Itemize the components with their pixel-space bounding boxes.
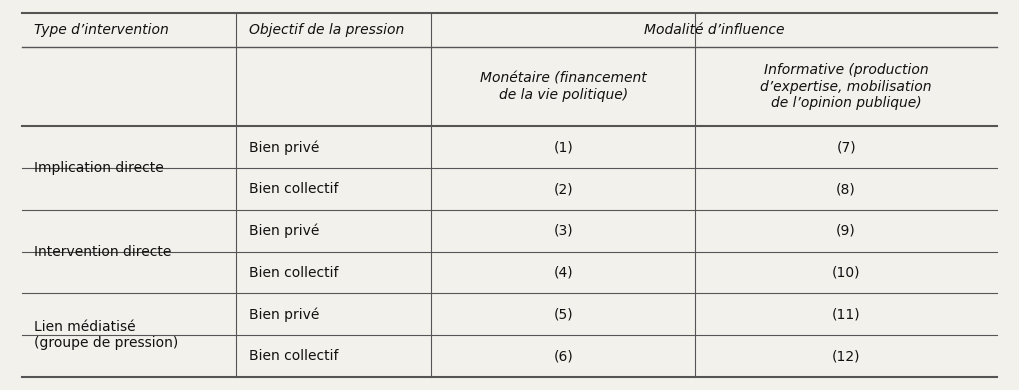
- Text: Lien médiatisé
(groupe de pression): Lien médiatisé (groupe de pression): [34, 320, 178, 350]
- Text: Objectif de la pression: Objectif de la pression: [249, 23, 404, 37]
- Text: (4): (4): [553, 266, 573, 280]
- Text: Implication directe: Implication directe: [34, 161, 164, 175]
- Text: Type d’intervention: Type d’intervention: [34, 23, 169, 37]
- Text: Modalité d’influence: Modalité d’influence: [644, 23, 785, 37]
- Text: (3): (3): [553, 224, 573, 238]
- Text: (9): (9): [837, 224, 856, 238]
- Text: Bien collectif: Bien collectif: [249, 182, 338, 196]
- Text: Intervention directe: Intervention directe: [34, 245, 171, 259]
- Text: Bien collectif: Bien collectif: [249, 349, 338, 363]
- Text: (1): (1): [553, 140, 573, 154]
- Text: Bien privé: Bien privé: [249, 140, 319, 154]
- Text: (11): (11): [832, 307, 860, 321]
- Text: (7): (7): [837, 140, 856, 154]
- Text: Bien privé: Bien privé: [249, 307, 319, 322]
- Text: Informative (production
d’expertise, mobilisation
de l’opinion publique): Informative (production d’expertise, mob…: [760, 64, 931, 110]
- Text: (2): (2): [553, 182, 573, 196]
- Text: Monétaire (financement
de la vie politique): Monétaire (financement de la vie politiq…: [480, 71, 646, 102]
- Text: Bien privé: Bien privé: [249, 223, 319, 238]
- Text: (8): (8): [837, 182, 856, 196]
- Text: Bien collectif: Bien collectif: [249, 266, 338, 280]
- Text: (6): (6): [553, 349, 573, 363]
- Text: (12): (12): [832, 349, 860, 363]
- Text: (5): (5): [553, 307, 573, 321]
- Text: (10): (10): [832, 266, 860, 280]
